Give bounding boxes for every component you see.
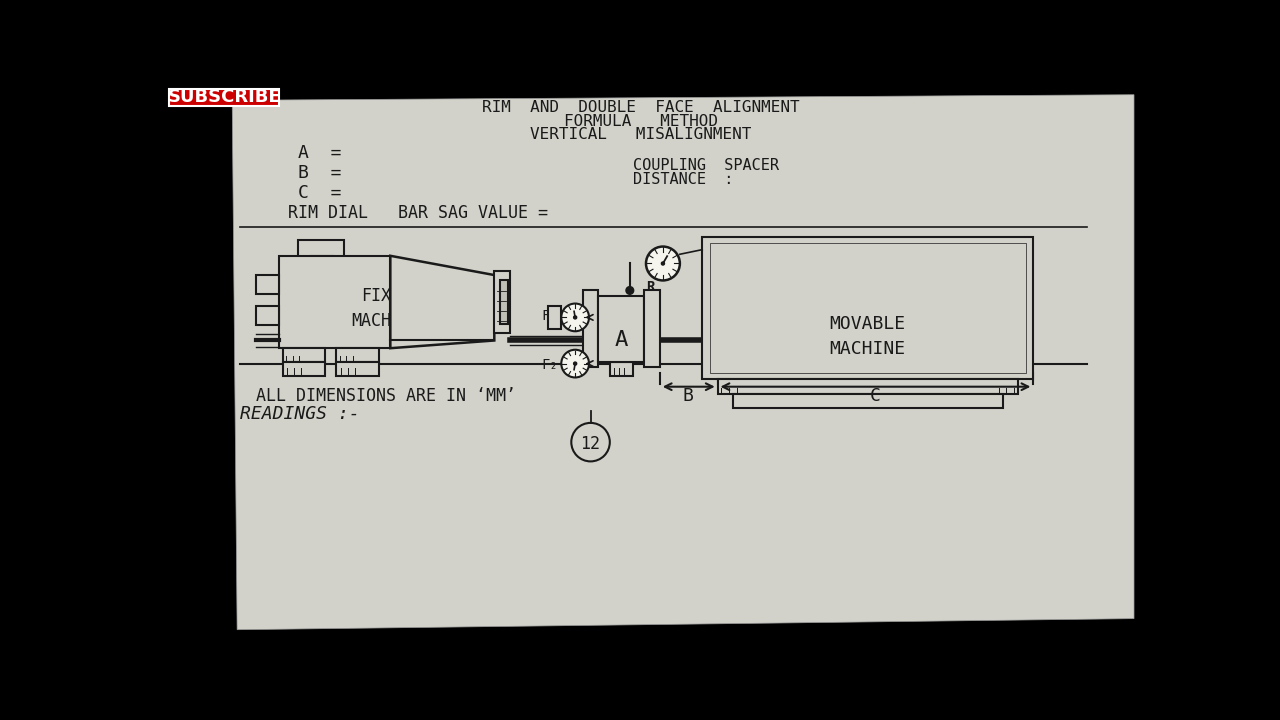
Polygon shape bbox=[232, 95, 1134, 630]
Text: DIAL: DIAL bbox=[704, 240, 739, 253]
Text: C: C bbox=[870, 387, 881, 405]
Bar bbox=[283, 362, 325, 376]
Text: FIXED
MACHINE: FIXED MACHINE bbox=[352, 287, 421, 330]
Text: MOVABLE
MACHINE: MOVABLE MACHINE bbox=[829, 315, 906, 358]
Circle shape bbox=[562, 350, 589, 377]
Text: INDICATOR: INDICATOR bbox=[704, 251, 780, 264]
Text: F₂: F₂ bbox=[541, 358, 558, 372]
Text: VERTICAL   MISALIGNMENT: VERTICAL MISALIGNMENT bbox=[530, 127, 751, 143]
Polygon shape bbox=[390, 256, 494, 348]
Circle shape bbox=[662, 262, 664, 265]
Bar bbox=[582, 290, 598, 367]
Text: A  =: A = bbox=[298, 145, 342, 163]
Bar bbox=[311, 256, 333, 262]
Bar bbox=[609, 362, 632, 376]
Circle shape bbox=[573, 316, 577, 319]
Bar bbox=[598, 296, 644, 362]
Bar bbox=[256, 306, 279, 325]
Bar bbox=[283, 348, 325, 362]
Circle shape bbox=[562, 304, 589, 331]
Text: R: R bbox=[645, 279, 654, 294]
Bar bbox=[500, 280, 508, 323]
Bar bbox=[337, 362, 379, 376]
Bar bbox=[710, 243, 1025, 373]
Text: ALL DIMENSIONS ARE IN ‘MM’: ALL DIMENSIONS ARE IN ‘MM’ bbox=[256, 387, 516, 405]
Text: DISTANCE  :: DISTANCE : bbox=[632, 172, 733, 187]
Text: F₁: F₁ bbox=[541, 309, 558, 323]
Bar bbox=[703, 237, 1033, 379]
Circle shape bbox=[573, 362, 577, 365]
Text: RIM DIAL   BAR SAG VALUE =: RIM DIAL BAR SAG VALUE = bbox=[288, 204, 548, 222]
Bar bbox=[298, 240, 344, 257]
Text: A: A bbox=[614, 330, 628, 351]
Circle shape bbox=[646, 246, 680, 280]
Text: RIM  AND  DOUBLE  FACE  ALIGNMENT: RIM AND DOUBLE FACE ALIGNMENT bbox=[481, 99, 800, 114]
Text: SUBSCRIBE: SUBSCRIBE bbox=[168, 88, 282, 106]
Circle shape bbox=[626, 287, 634, 294]
Text: C  =: C = bbox=[298, 184, 342, 202]
Bar bbox=[494, 271, 509, 333]
Bar bbox=[718, 379, 1018, 395]
Text: READINGS :-: READINGS :- bbox=[241, 405, 360, 423]
Bar bbox=[337, 348, 379, 362]
Bar bbox=[733, 395, 1002, 408]
Text: FORMULA   METHOD: FORMULA METHOD bbox=[563, 114, 718, 129]
Bar bbox=[256, 275, 279, 294]
Text: COUPLING  SPACER: COUPLING SPACER bbox=[632, 158, 780, 174]
Text: 12: 12 bbox=[581, 436, 600, 454]
Bar bbox=[644, 290, 660, 367]
Text: B: B bbox=[684, 387, 694, 405]
Text: B  =: B = bbox=[298, 163, 342, 181]
Bar bbox=[169, 89, 279, 106]
Circle shape bbox=[571, 423, 609, 462]
Bar bbox=[548, 306, 561, 329]
Bar bbox=[279, 256, 390, 348]
